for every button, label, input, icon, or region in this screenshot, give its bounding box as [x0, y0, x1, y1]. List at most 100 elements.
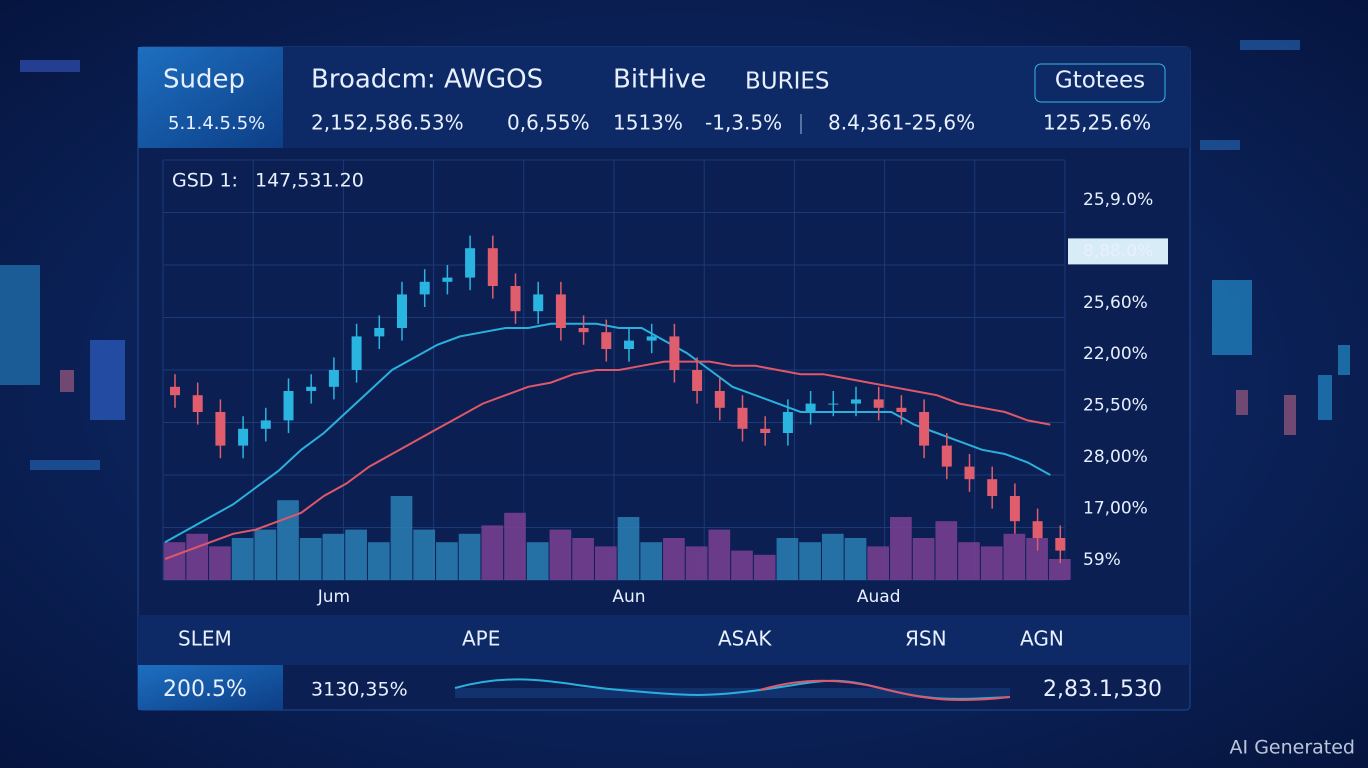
candle-body	[465, 248, 476, 278]
title: BitHive	[613, 65, 706, 95]
candle-body	[782, 412, 793, 433]
footer-value: 3130,35%	[311, 679, 408, 701]
footer-box[interactable]	[138, 665, 283, 710]
axis-label: 25,9.0%	[1083, 190, 1153, 210]
volume-bar	[663, 538, 685, 580]
volume-bar	[572, 538, 594, 580]
candle-body	[760, 428, 771, 433]
footer-label[interactable]: ASAK	[718, 627, 772, 651]
volume-bar	[958, 542, 980, 580]
volume-bar	[867, 546, 890, 580]
ticker-box[interactable]	[138, 47, 283, 148]
volume-bar	[526, 542, 549, 580]
chart-label: GSD 1:	[172, 170, 238, 192]
candle-body	[555, 294, 566, 328]
volume-bar	[935, 521, 958, 580]
volume-bar	[594, 546, 617, 580]
candle-body	[215, 412, 226, 446]
volume-bar	[322, 533, 345, 580]
footer-label[interactable]: APE	[462, 627, 500, 651]
volume-bar	[776, 538, 799, 580]
candle-body	[260, 420, 271, 429]
candle-body	[1009, 496, 1020, 522]
candle-body	[510, 286, 521, 312]
axis-label: 25,50%	[1083, 396, 1148, 416]
ticker-name: Sudep	[163, 65, 245, 95]
volume-bar	[731, 550, 753, 580]
chart-price: 147,531.20	[255, 170, 364, 192]
volume-bar	[481, 525, 504, 580]
volume-bar	[436, 542, 458, 580]
candle-body	[238, 428, 249, 446]
candle-body	[987, 479, 998, 496]
volume-bar	[821, 533, 844, 580]
x-tick-label: Aun	[612, 587, 645, 607]
volume-bar	[617, 517, 640, 580]
candle-body	[192, 395, 203, 412]
axis-label: 8,88.0%	[1083, 241, 1153, 261]
volume-bar	[708, 529, 731, 580]
moving-average	[164, 322, 1051, 544]
background-decoration	[0, 40, 1350, 470]
footer-label[interactable]: ЯSN	[905, 627, 947, 651]
axis-label: 25,60%	[1083, 293, 1148, 313]
watermark: AI Generated	[1230, 737, 1355, 759]
volume-bar	[163, 542, 186, 580]
footer-bar	[138, 615, 1190, 665]
candle-body	[487, 248, 498, 286]
volume-bar	[1026, 538, 1048, 580]
candle-body	[170, 386, 180, 396]
volume-bar	[458, 533, 481, 580]
candle-body	[397, 294, 407, 328]
candle-body	[419, 281, 430, 295]
volume-bar	[299, 538, 322, 580]
candle-body	[737, 407, 748, 429]
axis-label: 59%	[1083, 550, 1121, 570]
footer-total: 2,83.1,530	[1043, 677, 1162, 702]
volume-bar	[549, 529, 572, 580]
candle-body	[646, 336, 657, 341]
row-value: 125,25.6%	[1043, 111, 1151, 135]
axis-label: 22,00%	[1083, 344, 1148, 364]
row-value: 8.4,361-25,6%	[828, 111, 975, 135]
candle-body	[919, 412, 930, 446]
axis-highlight	[1068, 238, 1168, 265]
volume-bar	[640, 542, 663, 580]
title: BURIES	[745, 69, 830, 95]
candle-body	[283, 391, 294, 421]
volume-bar	[799, 542, 821, 580]
candle-body	[851, 399, 861, 404]
candle-body	[533, 294, 544, 312]
candle-body	[351, 336, 362, 370]
candle-body	[669, 336, 680, 370]
volume-bar	[367, 542, 390, 580]
volume-bar	[1003, 533, 1026, 580]
footer-label[interactable]: AGN	[1020, 627, 1064, 651]
candle-body	[624, 340, 634, 349]
candle-body	[941, 445, 952, 467]
volume-bar	[685, 546, 708, 580]
volume-bar	[231, 538, 254, 580]
badge[interactable]	[1034, 63, 1166, 103]
candle-body	[306, 386, 317, 391]
x-tick-label: Jum	[317, 587, 350, 607]
volume-bar	[1048, 559, 1071, 580]
candle-body	[828, 403, 839, 405]
axis-label: 17,00%	[1083, 498, 1148, 518]
footer-box-value: 200.5%	[163, 677, 247, 702]
candle-body	[692, 370, 703, 391]
candle-body	[714, 391, 725, 408]
footer-label[interactable]: SLEM	[178, 627, 232, 651]
candle-body	[601, 332, 612, 349]
volume-bar	[844, 538, 867, 580]
candle-body	[442, 277, 453, 282]
volume-bar	[254, 529, 277, 580]
volume-bar	[980, 546, 1003, 580]
row-value: 1513%	[613, 111, 683, 135]
badge-label: Gtotees	[1055, 68, 1145, 94]
volume-bar	[413, 529, 436, 580]
row-value: -1,3.5%	[705, 111, 782, 135]
moving-average	[164, 360, 1051, 560]
